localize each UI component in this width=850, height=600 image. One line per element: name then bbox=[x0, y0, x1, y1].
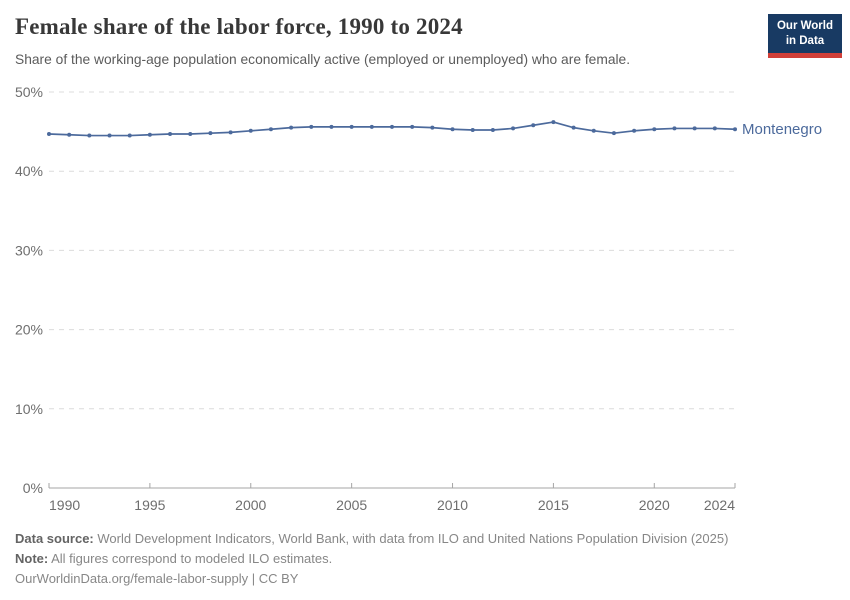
x-axis-label: 2024 bbox=[704, 497, 735, 513]
y-axis-label: 10% bbox=[15, 401, 43, 417]
data-point[interactable] bbox=[228, 130, 233, 135]
y-axis-label: 50% bbox=[15, 84, 43, 100]
data-point[interactable] bbox=[672, 126, 677, 131]
data-point[interactable] bbox=[390, 124, 394, 129]
data-point[interactable] bbox=[490, 128, 495, 133]
owid-logo: Our World in Data bbox=[768, 14, 842, 58]
data-point[interactable] bbox=[733, 127, 737, 132]
x-axis-label: 2005 bbox=[336, 497, 367, 513]
data-source-label: Data source: bbox=[15, 531, 94, 546]
data-point[interactable] bbox=[632, 128, 637, 133]
data-point[interactable] bbox=[248, 128, 253, 133]
data-point[interactable] bbox=[147, 132, 152, 137]
note-text: All figures correspond to modeled ILO es… bbox=[51, 551, 333, 566]
chart-subtitle: Share of the working-age population econ… bbox=[15, 52, 631, 67]
data-point[interactable] bbox=[349, 124, 354, 129]
data-point[interactable] bbox=[47, 131, 51, 136]
note-line: Note: All figures correspond to modeled … bbox=[15, 549, 835, 569]
x-axis-label: 2010 bbox=[437, 497, 468, 513]
data-point[interactable] bbox=[450, 127, 455, 132]
chart-canvas: 0% 10% 20% 30% 40% 50% 1990 1995 2000 2005 2010 201… bbox=[15, 84, 822, 513]
chart-footer: Data source: World Development Indicator… bbox=[15, 529, 835, 589]
data-source-text: World Development Indicators, World Bank… bbox=[97, 531, 729, 546]
y-axis-label: 30% bbox=[15, 242, 43, 258]
data-point[interactable] bbox=[268, 127, 273, 132]
owid-logo-line1: Our World bbox=[776, 20, 833, 32]
data-point[interactable] bbox=[551, 120, 556, 125]
data-point[interactable] bbox=[127, 133, 132, 138]
attribution-line: OurWorldinData.org/female-labor-supply |… bbox=[15, 571, 299, 586]
data-point[interactable] bbox=[591, 128, 596, 133]
data-point[interactable] bbox=[692, 126, 697, 131]
data-point[interactable] bbox=[87, 133, 92, 138]
data-point[interactable] bbox=[571, 125, 576, 130]
data-source-line: Data source: World Development Indicator… bbox=[15, 529, 835, 549]
x-axis-label: 2000 bbox=[235, 497, 266, 513]
data-point[interactable] bbox=[712, 126, 717, 131]
data-point[interactable] bbox=[168, 131, 173, 136]
x-axis-label: 2020 bbox=[639, 497, 670, 513]
note-label: Note: bbox=[15, 551, 49, 566]
data-point[interactable] bbox=[208, 131, 213, 136]
data-point[interactable] bbox=[410, 124, 415, 129]
data-point[interactable] bbox=[470, 128, 475, 133]
page-title: Female share of the labor force, 1990 to… bbox=[15, 14, 463, 39]
x-axis-label: 1990 bbox=[49, 497, 80, 513]
data-point[interactable] bbox=[289, 125, 294, 130]
y-axis-label: 40% bbox=[15, 163, 43, 179]
series-label[interactable]: Montenegro bbox=[742, 121, 822, 138]
data-point[interactable] bbox=[652, 127, 657, 132]
data-point[interactable] bbox=[309, 124, 314, 129]
x-axis-label: 1995 bbox=[134, 497, 165, 513]
data-point[interactable] bbox=[369, 124, 374, 129]
data-point[interactable] bbox=[531, 123, 536, 128]
data-point[interactable] bbox=[611, 131, 616, 136]
data-point[interactable] bbox=[511, 126, 516, 131]
x-axis-label: 2015 bbox=[538, 497, 569, 513]
data-point[interactable] bbox=[430, 125, 435, 130]
data-point[interactable] bbox=[188, 131, 193, 136]
data-point[interactable] bbox=[67, 132, 72, 137]
y-axis-label: 0% bbox=[23, 480, 43, 496]
data-point[interactable] bbox=[107, 133, 112, 138]
y-axis-label: 20% bbox=[15, 322, 43, 338]
owid-logo-line2: in Data bbox=[785, 34, 825, 47]
data-point[interactable] bbox=[329, 124, 334, 129]
